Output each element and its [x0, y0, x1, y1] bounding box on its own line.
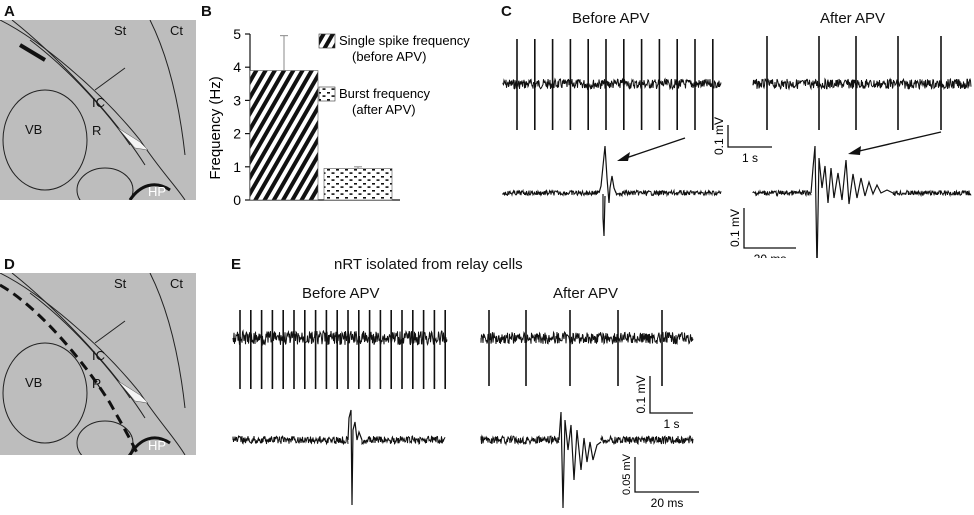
- atlas-label-hp: HP: [148, 184, 167, 199]
- trace-c-before-zoom-pre: [502, 188, 600, 197]
- atlas-label-ct: Ct: [170, 276, 183, 291]
- trace-e-after-zoom-post: [600, 434, 694, 446]
- trace-e-before-zoom-pre: [232, 434, 349, 446]
- atlas-outline-a: [0, 20, 196, 200]
- panel-e-traces: 0.1 mV 1 s 0.05 mV 20 ms: [232, 310, 699, 510]
- legend-label-1: Single spike frequency: [339, 33, 470, 48]
- atlas-label-ic: IC: [92, 348, 105, 363]
- legend-swatch-2: [318, 86, 336, 102]
- burst-c-after-zoom: [810, 145, 894, 258]
- spike-c-before-zoom: [598, 145, 617, 204]
- arrowhead-icon: [848, 146, 861, 155]
- spike-e-before-zoom: [347, 409, 363, 506]
- scale-bar: [727, 125, 772, 148]
- scale-c-bottom-time: 20 ms: [754, 252, 787, 258]
- scale-e-bottom-voltage: 0.05 mV: [621, 453, 633, 495]
- panel-c-before-label: Before APV: [572, 10, 650, 27]
- y-tick-label: 4: [233, 59, 241, 75]
- trace-c-before-zoom-post: [615, 188, 722, 198]
- burst-e-after-zoom: [558, 411, 602, 509]
- trace-e-after-continuous: [480, 330, 694, 346]
- panel-c-after-label: After APV: [820, 10, 886, 27]
- atlas-outline-d: [0, 273, 196, 455]
- bar-1: [249, 70, 319, 201]
- panel-letter-c: C: [501, 3, 512, 20]
- legend-swatch-1: [318, 33, 336, 49]
- scale-c-bottom-voltage: 0.1 mV: [728, 209, 742, 247]
- atlas-label-vb: VB: [25, 122, 43, 137]
- atlas-label-st: St: [114, 276, 127, 291]
- panel-letter-a: A: [4, 3, 15, 20]
- scale-bar: [649, 376, 693, 414]
- trace-c-after-zoom-pre: [752, 188, 812, 198]
- atlas-label-ct: Ct: [170, 23, 183, 38]
- scale-e-top-voltage: 0.1 mV: [634, 375, 648, 413]
- scale-c-top-voltage: 0.1 mV: [712, 117, 726, 155]
- scale-c-top-time: 1 s: [742, 151, 758, 165]
- trace-c-after-zoom-post: [892, 189, 972, 198]
- scale-bar: [743, 208, 796, 249]
- panel-c-traces: 0.1 mV 1 s 0.1 mV 20 ms: [502, 36, 972, 258]
- scale-bar: [634, 457, 699, 493]
- panel-letter-e: E: [231, 256, 242, 273]
- y-tick-label: 5: [233, 26, 241, 42]
- brain-slice-a: St Ct IC VB R HP: [0, 20, 196, 200]
- frequency-bar-chart: Frequency (Hz) 0 1 2 3 4 5 Single spike frequ…: [207, 26, 470, 208]
- legend-label-2: Burst frequency: [339, 86, 431, 101]
- expand-arrow-c-before: [622, 137, 686, 160]
- arrowhead-icon: [617, 152, 630, 161]
- spike-c-before-zoom-down: [602, 194, 606, 237]
- y-tick-label: 0: [233, 192, 241, 208]
- bar-2: [323, 168, 393, 201]
- brain-slice-d: St Ct IC VB R HP: [0, 273, 196, 455]
- y-tick-label: 3: [233, 92, 241, 108]
- panel-letter-b: B: [201, 3, 212, 20]
- y-tick-label: 1: [233, 159, 241, 175]
- panel-e-before-label: Before APV: [302, 285, 380, 302]
- atlas-label-st: St: [114, 23, 127, 38]
- y-axis-label: Frequency (Hz): [207, 76, 224, 179]
- legend: Single spike frequency(before APV) Burst …: [318, 33, 470, 117]
- panel-e-after-label: After APV: [553, 285, 619, 302]
- atlas-label-vb: VB: [25, 375, 43, 390]
- trace-e-after-zoom-pre: [480, 434, 560, 446]
- trace-c-before-continuous: [502, 77, 722, 91]
- atlas-label-r: R: [92, 376, 102, 391]
- legend-sublabel-1: (before APV): [352, 49, 426, 64]
- scale-e-top-time: 1 s: [663, 417, 679, 431]
- trace-c-after-continuous: [752, 77, 972, 91]
- bars: [249, 35, 393, 201]
- trace-e-before-continuous: [232, 329, 448, 347]
- expand-arrow-c-after: [854, 131, 942, 153]
- atlas-label-hp: HP: [148, 438, 167, 453]
- panel-e-title: nRT isolated from relay cells: [334, 256, 523, 273]
- scale-e-bottom-time: 20 ms: [651, 496, 684, 510]
- atlas-label-r: R: [92, 123, 102, 138]
- panel-letter-d: D: [4, 256, 15, 273]
- atlas-label-ic: IC: [92, 95, 105, 110]
- y-tick-label: 2: [233, 126, 241, 142]
- legend-sublabel-2: (after APV): [352, 102, 416, 117]
- trace-e-before-zoom-post: [361, 435, 446, 446]
